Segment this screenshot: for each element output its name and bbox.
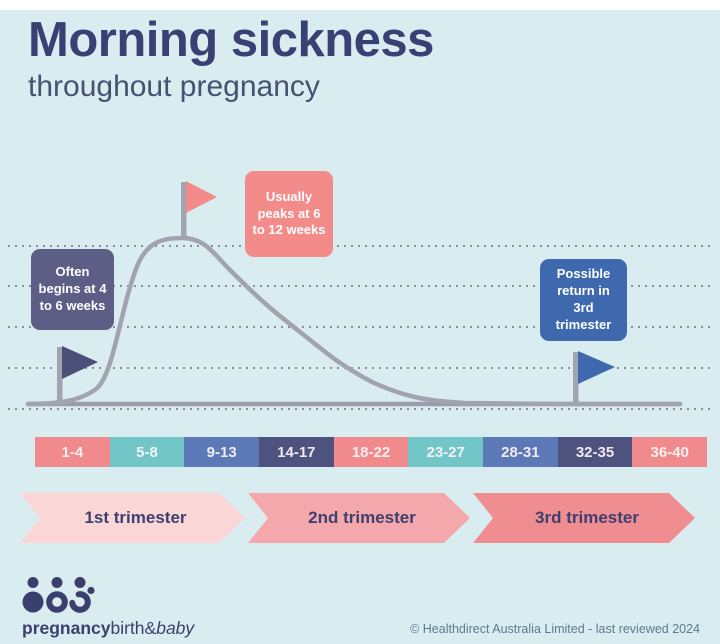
week-segment-32-35: 32-35 <box>557 437 633 467</box>
week-segment-28-31: 28-31 <box>483 437 558 467</box>
callout-possible-return-text: Possible return in 3rd trimester <box>555 266 612 332</box>
callout-often-begins-text: Often begins at 4 to 6 weeks <box>38 264 107 313</box>
gridlines <box>8 245 712 410</box>
logo-word-baby: baby <box>156 618 195 638</box>
header: Morning sickness throughout pregnancy <box>28 13 434 103</box>
pregnancy-birth-baby-logo-icon <box>22 574 96 621</box>
week-segment-14-17: 14-17 <box>259 437 334 467</box>
page-subtitle: throughout pregnancy <box>28 69 320 103</box>
peak-flag-icon <box>181 181 217 236</box>
logo-word-birth: birth& <box>110 618 157 638</box>
callout-often-begins: Often begins at 4 to 6 weeks <box>31 249 114 330</box>
logo-wordmark: pregnancybirth&baby <box>22 618 194 639</box>
page-title: Morning sickness <box>28 13 434 67</box>
week-segment-23-27: 23-27 <box>408 437 484 467</box>
callout-possible-return: Possible return in 3rd trimester <box>540 259 627 341</box>
top-border-strip <box>0 0 720 10</box>
trimester-arrow-3rd: 3rd trimester <box>473 493 695 543</box>
week-segment-1-4: 1-4 <box>35 437 110 467</box>
week-segment-9-13: 9-13 <box>184 437 260 467</box>
sickness-curve-chart: Often begins at 4 to 6 weeks Usually pea… <box>0 160 720 432</box>
begin-flag-icon <box>57 346 98 405</box>
intensity-curve <box>25 235 683 407</box>
trimester-arrow-2nd: 2nd trimester <box>248 493 470 543</box>
copyright-text: © Healthdirect Australia Limited - last … <box>410 622 700 636</box>
return-flag-icon <box>573 351 615 405</box>
week-segment-36-40: 36-40 <box>632 437 708 467</box>
week-segment-5-8: 5-8 <box>109 437 185 467</box>
callout-usually-peaks-text: Usually peaks at 6 to 12 weeks <box>252 188 326 238</box>
week-range-bar: 1-4 5-8 9-13 14-17 18-22 23-27 28-31 32-… <box>35 437 708 467</box>
trimester-arrow-1st: 1st trimester <box>20 493 245 543</box>
curve-plot <box>8 181 712 410</box>
week-segment-18-22: 18-22 <box>333 437 409 467</box>
callout-usually-peaks: Usually peaks at 6 to 12 weeks <box>245 171 333 257</box>
logo-word-pregnancy: pregnancy <box>22 618 111 638</box>
